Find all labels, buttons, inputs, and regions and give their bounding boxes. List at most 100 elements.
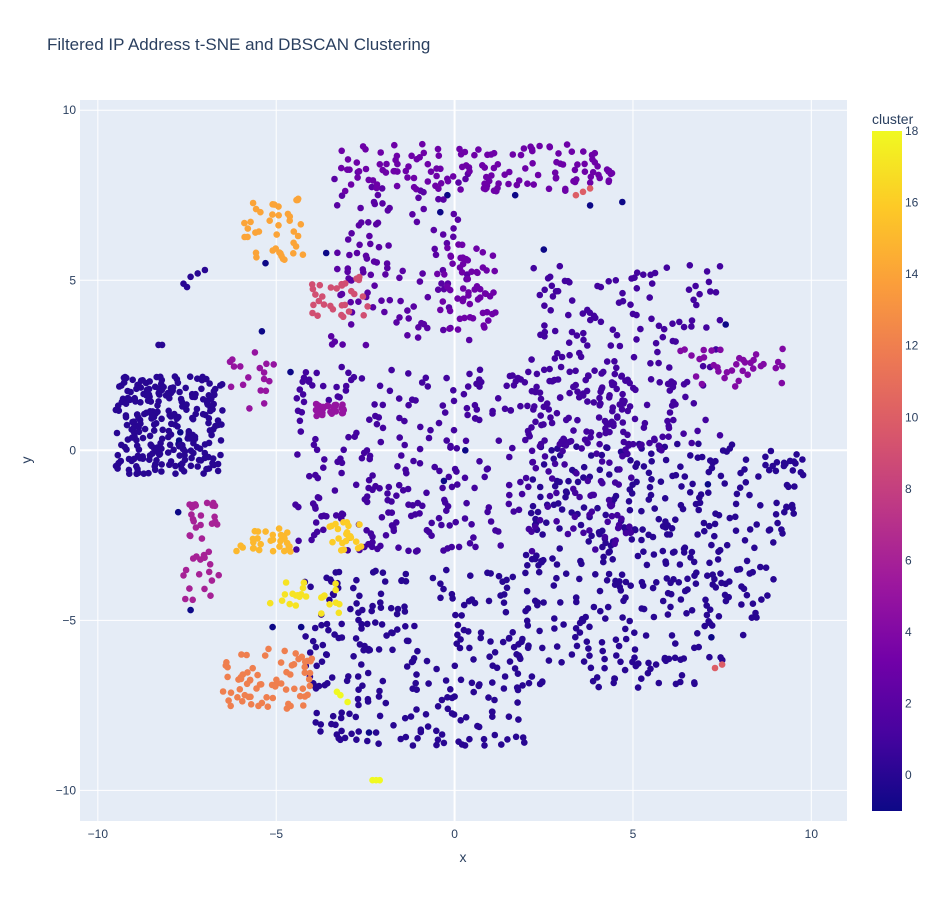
- colorbar-tick-label: 4: [905, 625, 912, 639]
- data-point: [344, 156, 352, 163]
- data-point: [129, 376, 136, 384]
- data-point: [494, 161, 502, 168]
- data-point: [780, 462, 788, 470]
- data-point: [297, 221, 305, 228]
- data-point: [505, 635, 513, 642]
- data-point: [160, 383, 167, 391]
- data-point: [523, 617, 531, 625]
- colorbar-tick-label: 16: [905, 196, 919, 210]
- data-point: [351, 433, 359, 441]
- data-point: [371, 401, 378, 408]
- data-point: [650, 551, 658, 558]
- data-point: [522, 569, 529, 577]
- data-point: [567, 437, 575, 445]
- data-point: [219, 688, 227, 695]
- data-point: [684, 575, 691, 583]
- data-point: [572, 633, 579, 641]
- data-point: [182, 384, 189, 392]
- data-point: [632, 662, 640, 670]
- data-point: [331, 487, 339, 494]
- data-point: [728, 441, 736, 449]
- data-point: [438, 521, 445, 529]
- data-point: [338, 409, 346, 417]
- data-point: [466, 735, 473, 743]
- data-point: [211, 385, 219, 393]
- data-point: [706, 606, 714, 613]
- data-point: [471, 484, 478, 492]
- data-point: [515, 716, 522, 723]
- data-point: [557, 599, 564, 606]
- data-point: [328, 410, 336, 418]
- data-point: [481, 290, 489, 297]
- data-point: [547, 414, 554, 421]
- data-point: [269, 623, 276, 631]
- data-point: [450, 387, 457, 394]
- data-point: [427, 426, 434, 434]
- data-point: [487, 638, 494, 645]
- data-point: [326, 601, 333, 608]
- data-point: [618, 571, 626, 578]
- data-point: [470, 656, 477, 663]
- data-point: [560, 621, 567, 628]
- data-point: [195, 456, 203, 464]
- y-tick-label: 0: [69, 443, 76, 457]
- data-point: [357, 543, 365, 550]
- data-point: [744, 371, 751, 379]
- data-point: [440, 196, 447, 203]
- data-point: [532, 523, 539, 530]
- data-point: [350, 584, 357, 592]
- data-point: [622, 594, 629, 601]
- data-point: [471, 401, 479, 409]
- data-point: [586, 652, 593, 659]
- data-point: [462, 175, 469, 183]
- data-point: [559, 161, 567, 168]
- data-point: [750, 356, 757, 364]
- data-point: [376, 382, 384, 390]
- data-point: [766, 526, 774, 533]
- data-point: [338, 620, 346, 628]
- data-point: [639, 526, 646, 533]
- data-point: [627, 582, 634, 589]
- data-point: [355, 168, 363, 175]
- data-point: [354, 695, 362, 703]
- data-point: [586, 179, 594, 186]
- data-point: [680, 323, 688, 331]
- data-point: [608, 512, 616, 520]
- x-axis-label: x: [460, 849, 467, 865]
- data-point: [528, 447, 536, 455]
- data-point: [703, 611, 711, 619]
- data-point: [586, 185, 594, 192]
- data-point: [536, 627, 543, 635]
- scatter-points: [112, 140, 807, 784]
- data-point: [700, 519, 708, 527]
- data-point: [572, 594, 580, 601]
- data-point: [375, 646, 383, 653]
- data-point: [331, 403, 339, 411]
- data-point: [573, 332, 581, 339]
- data-point: [596, 587, 604, 595]
- data-point: [704, 481, 712, 488]
- data-point: [383, 160, 390, 168]
- data-point: [143, 392, 150, 399]
- data-point: [642, 632, 650, 639]
- data-point: [147, 441, 154, 449]
- data-point: [564, 530, 572, 538]
- data-point: [174, 379, 182, 387]
- data-point: [336, 600, 343, 608]
- data-point: [288, 662, 296, 669]
- data-point: [450, 210, 458, 218]
- data-point: [470, 534, 477, 541]
- data-point: [262, 528, 269, 535]
- data-point: [585, 645, 592, 652]
- data-point: [302, 369, 310, 376]
- data-point: [198, 535, 206, 542]
- data-point: [192, 524, 200, 531]
- data-point: [335, 535, 342, 542]
- data-point: [196, 445, 204, 453]
- data-point: [358, 375, 366, 382]
- data-point: [166, 441, 174, 449]
- data-point: [206, 561, 214, 568]
- data-point: [343, 519, 351, 526]
- data-point: [563, 141, 571, 148]
- data-point: [473, 268, 481, 276]
